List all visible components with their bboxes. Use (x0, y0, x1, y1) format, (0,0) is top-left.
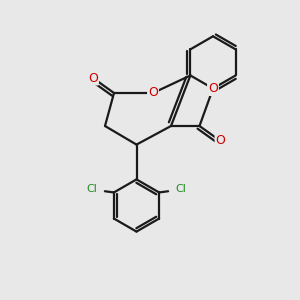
Text: Cl: Cl (87, 184, 98, 194)
Text: O: O (208, 82, 218, 95)
Text: O: O (88, 71, 98, 85)
Text: O: O (216, 134, 225, 148)
Text: Cl: Cl (175, 184, 186, 194)
Text: O: O (148, 86, 158, 100)
